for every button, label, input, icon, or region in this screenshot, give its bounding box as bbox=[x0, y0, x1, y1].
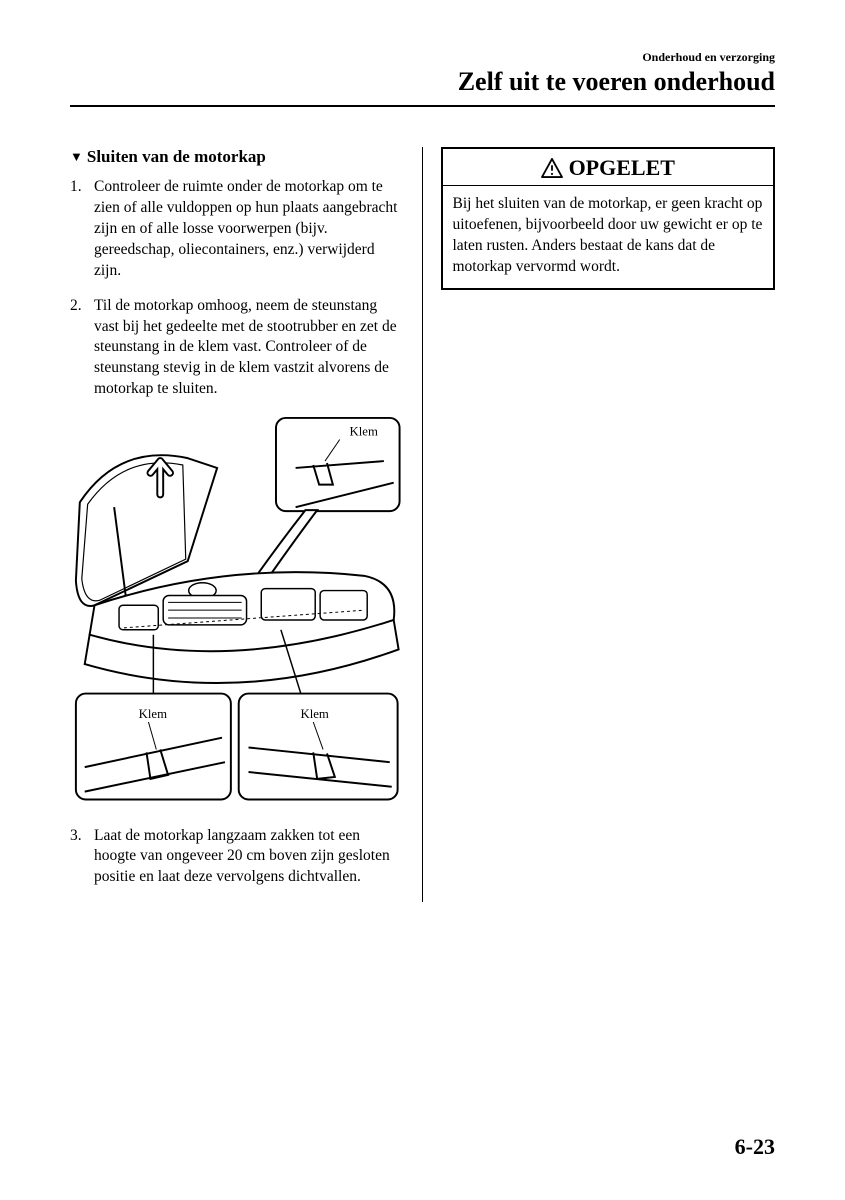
warning-title-text: OPGELET bbox=[569, 155, 675, 181]
subheading-marker-icon: ▼ bbox=[70, 149, 83, 165]
step-item: Til de motorkap omhoog, neem de steunsta… bbox=[70, 296, 404, 401]
warning-triangle-icon bbox=[541, 158, 563, 178]
header-rule bbox=[70, 105, 775, 107]
warning-box: OPGELET Bij het sluiten van de motorkap,… bbox=[441, 147, 776, 290]
callout-label: Klem bbox=[350, 425, 378, 439]
steps-list-continued: Laat de motorkap langzaam zakken tot een… bbox=[70, 826, 404, 889]
callout-label: Klem bbox=[139, 707, 167, 721]
page-header: Onderhoud en verzorging Zelf uit te voer… bbox=[70, 50, 775, 97]
step-item: Controleer de ruimte onder de motorkap o… bbox=[70, 177, 404, 282]
subheading-text: Sluiten van de motorkap bbox=[87, 147, 266, 167]
diagram-svg: Klem bbox=[70, 414, 404, 806]
section-title: Zelf uit te voeren onderhoud bbox=[70, 67, 775, 97]
chapter-title: Onderhoud en verzorging bbox=[70, 50, 775, 65]
page-number: 6-23 bbox=[735, 1134, 775, 1160]
content-columns: ▼ Sluiten van de motorkap Controleer de … bbox=[70, 147, 775, 902]
warning-body: Bij het sluiten van de motorkap, er geen… bbox=[443, 186, 774, 288]
right-column: OPGELET Bij het sluiten van de motorkap,… bbox=[423, 147, 776, 902]
warning-title: OPGELET bbox=[443, 149, 774, 186]
hood-diagram: Klem bbox=[70, 414, 404, 811]
left-column: ▼ Sluiten van de motorkap Controleer de … bbox=[70, 147, 423, 902]
steps-list: Controleer de ruimte onder de motorkap o… bbox=[70, 177, 404, 400]
step-item: Laat de motorkap langzaam zakken tot een… bbox=[70, 826, 404, 889]
subheading: ▼ Sluiten van de motorkap bbox=[70, 147, 404, 167]
callout-label: Klem bbox=[301, 707, 329, 721]
